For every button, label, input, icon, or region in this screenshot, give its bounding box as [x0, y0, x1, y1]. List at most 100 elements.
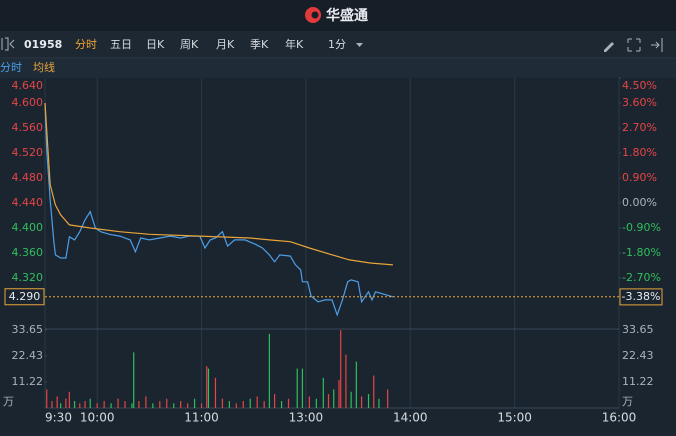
- volume-bar: [56, 396, 58, 408]
- y-tick-label: 4.440: [12, 196, 44, 209]
- volume-bar: [84, 401, 86, 408]
- logo-icon-hole: [311, 11, 319, 19]
- volume-bar: [96, 403, 98, 408]
- y-tick-label: 4.600: [12, 96, 44, 109]
- volume-tick-label: 33.65: [622, 323, 654, 336]
- volume-bar: [60, 403, 62, 408]
- volume-bar: [235, 403, 237, 408]
- volume-bar: [350, 391, 352, 408]
- y2-tick-label: 4.50%: [622, 79, 657, 92]
- x-tick-label: 10:00: [80, 411, 115, 425]
- legend-bar: [0, 59, 676, 78]
- volume-bar: [206, 366, 208, 408]
- y2-tick-label: 0.90%: [622, 171, 657, 184]
- volume-bar: [124, 401, 126, 408]
- volume-bar: [287, 398, 290, 408]
- volume-bar: [89, 398, 91, 408]
- volume-unit: 万: [622, 395, 633, 408]
- volume-bar: [322, 377, 324, 408]
- volume-bar: [274, 394, 276, 408]
- volume-bar: [180, 401, 182, 408]
- tab[interactable]: 月K: [216, 38, 235, 51]
- volume-bar: [327, 394, 330, 408]
- y2-tick-label: -2.70%: [622, 271, 661, 284]
- draw-icon[interactable]: [604, 42, 614, 52]
- price-line: [44, 102, 393, 266]
- volume-bar: [360, 396, 363, 408]
- y2-tick-label: 2.70%: [622, 121, 657, 134]
- last-change-box: [619, 288, 663, 306]
- dropdown-arrow: [356, 43, 363, 47]
- tab[interactable]: 周K: [180, 38, 199, 51]
- volume-bar: [65, 398, 67, 408]
- volume-bar: [117, 398, 119, 408]
- interval-select[interactable]: 1分: [328, 38, 346, 51]
- y-tick-label: 4.320: [12, 271, 44, 284]
- fullscreen-icon[interactable]: [627, 38, 641, 52]
- volume-bar: [68, 391, 70, 408]
- y2-tick-label: 3.60%: [622, 96, 657, 109]
- volume-tick-label: 22.43: [622, 349, 654, 362]
- volume-bar: [110, 403, 112, 408]
- x-tick-label: 15:00: [497, 411, 532, 425]
- last-change-label: -3.38%: [622, 290, 661, 303]
- volume-tick-label: 33.65: [12, 323, 44, 336]
- x-tick-label: 14:00: [393, 411, 428, 425]
- y-tick-label: 4.560: [12, 121, 44, 134]
- volume-bar: [345, 354, 347, 408]
- volume-bar: [51, 401, 53, 408]
- y2-tick-label: 1.80%: [622, 146, 657, 159]
- volume-bar: [338, 380, 340, 408]
- tab[interactable]: 年K: [285, 37, 304, 51]
- last-price-label: 4.290: [9, 290, 41, 303]
- volume-bar: [79, 403, 81, 408]
- volume-bar: [138, 401, 140, 408]
- tabs: 分时 五日 日K 周K 月K 季K 年K 1分: [75, 37, 363, 51]
- volume-bar: [263, 401, 265, 408]
- volume-bar: [200, 403, 203, 408]
- volume-bar: [387, 389, 389, 408]
- volume-bar: [228, 401, 230, 408]
- volume-bar: [207, 368, 210, 408]
- volume-bar: [301, 368, 304, 408]
- y-tick-label: 4.640: [12, 79, 44, 92]
- y-tick-label: 4.400: [12, 221, 44, 234]
- volume-tick-label: 11.22: [12, 375, 44, 388]
- volume-bar: [249, 398, 251, 408]
- volume-bar: [159, 401, 161, 408]
- logo-text: 华盛通: [326, 7, 368, 24]
- y2-tick-label: -1.80%: [622, 246, 661, 259]
- volume-bar: [256, 396, 258, 408]
- volume-bar: [333, 389, 335, 408]
- volume-bar: [373, 375, 375, 408]
- volume-bar: [242, 401, 244, 408]
- tab[interactable]: 五日: [110, 38, 132, 51]
- x-tick-label: 13:00: [289, 411, 324, 425]
- volume-bar: [166, 398, 168, 408]
- volume-bar: [133, 352, 135, 408]
- tab[interactable]: 季K: [250, 38, 269, 51]
- tab[interactable]: 日K: [146, 38, 165, 51]
- volume-bar: [173, 403, 175, 408]
- volume-bar: [280, 401, 283, 408]
- volume-bar: [296, 368, 298, 408]
- volume-bar: [378, 398, 380, 408]
- volume-bar: [145, 396, 147, 408]
- y-tick-label: 4.520: [12, 146, 44, 159]
- exit-icon[interactable]: [651, 38, 663, 52]
- volume-tick-label: 22.43: [12, 349, 44, 362]
- tab[interactable]: 分时: [75, 38, 97, 51]
- x-tick-label: 16:00: [602, 411, 637, 425]
- volume-bar: [355, 361, 357, 408]
- volume-bar: [340, 330, 342, 408]
- volume-bar: [103, 401, 105, 408]
- volume-bar: [152, 403, 154, 408]
- toolbar: [0, 31, 676, 58]
- volume-bar: [268, 333, 270, 408]
- collapse-icon[interactable]: [1, 37, 15, 51]
- volume-bar: [131, 403, 133, 408]
- x-tick-label: 11:00: [184, 411, 219, 425]
- y-tick-label: 4.360: [12, 246, 44, 259]
- stock-code: 01958: [24, 38, 62, 51]
